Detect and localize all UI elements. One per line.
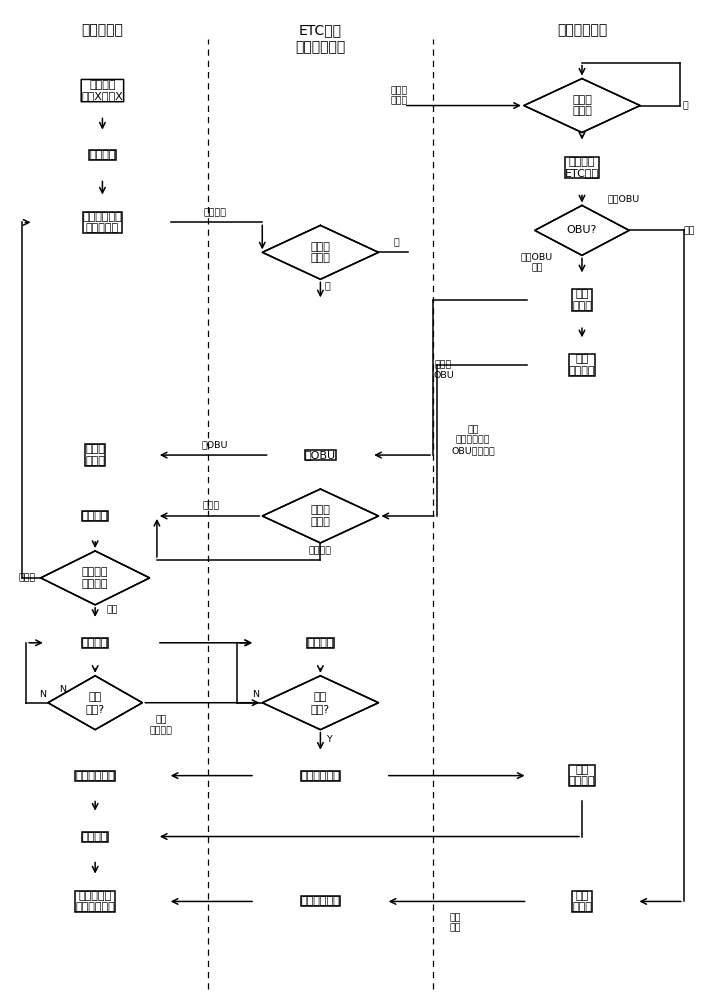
Polygon shape [41,551,150,605]
Text: 提醒用户插卡: 提醒用户插卡 [301,896,340,906]
Polygon shape [262,489,379,543]
Text: 显示
绿色车牌: 显示 绿色车牌 [569,765,596,786]
Text: 加油
完毕?: 加油 完毕? [86,692,105,714]
Text: 发送
收费金额: 发送 收费金额 [150,716,173,735]
Text: 车辆停在
车道X车位X: 车辆停在 车道X车位X [82,80,123,101]
Text: 判断牌照
是否正确: 判断牌照 是否正确 [82,567,108,589]
Text: 无OBU: 无OBU [305,450,336,460]
Polygon shape [535,205,629,255]
Text: 返回
无卡: 返回 无卡 [449,913,461,933]
Text: 显示
红色车牌: 显示 红色车牌 [569,354,596,376]
Text: 进行扣款: 进行扣款 [307,638,333,648]
Text: 一致: 一致 [106,605,117,614]
Text: 生成交易记录: 生成交易记录 [301,771,340,781]
Text: 生成交易记录: 生成交易记录 [75,771,115,781]
Text: 车牌是
否一致: 车牌是 否一致 [310,505,331,527]
Text: 无卡: 无卡 [684,226,695,235]
Polygon shape [262,225,379,279]
Text: 显示
未识别: 显示 未识别 [572,289,592,311]
Text: 允许加油: 允许加油 [82,511,108,521]
Text: 返回车牌: 返回车牌 [309,546,332,555]
Text: 在对应键盘上
输入预约码: 在对应键盘上 输入预约码 [82,212,122,233]
Text: 发送触
发信号: 发送触 发信号 [390,86,408,105]
Text: ETC客户
综合服务平台: ETC客户 综合服务平台 [296,24,346,54]
Polygon shape [48,676,143,730]
Text: 传送
卡内明文车牌
OBU密文车牌: 传送 卡内明文车牌 OBU密文车牌 [451,425,495,455]
Text: 其它方
式收费: 其它方 式收费 [85,444,105,466]
Text: 是: 是 [324,283,330,292]
Text: 加油站系统: 加油站系统 [82,24,123,38]
Text: 是否收
到信号: 是否收 到信号 [572,95,592,116]
Polygon shape [524,79,640,133]
Text: 开始加油: 开始加油 [82,638,108,648]
Text: 无: 无 [682,101,688,110]
Text: N: N [59,685,66,694]
Text: 不一致: 不一致 [203,501,220,510]
Text: Y: Y [326,735,332,744]
Text: 触发对应
ETC天线: 触发对应 ETC天线 [565,157,599,178]
Text: 查找OBU: 查找OBU [607,194,640,203]
Text: 加油结束: 加油结束 [82,832,108,842]
Text: 无: 无 [394,238,400,247]
Text: 天线控制系统: 天线控制系统 [557,24,607,38]
Text: N: N [39,690,46,699]
Text: 显示
请插卡: 显示 请插卡 [572,891,592,912]
Text: 无OBU: 无OBU [202,440,229,449]
Text: 未找到
OBU: 未找到 OBU [433,360,454,380]
Text: 不一致: 不一致 [18,573,36,582]
Text: 选择枪号: 选择枪号 [89,150,116,160]
Text: 发送订单: 发送订单 [204,208,226,217]
Polygon shape [262,676,379,730]
Text: OBU?: OBU? [567,225,597,235]
Text: N: N [252,690,258,699]
Text: 取消预约码
提醒用户插卡: 取消预约码 提醒用户插卡 [75,891,115,912]
Text: 扣款
成功?: 扣款 成功? [311,692,330,714]
Text: 是否收
到订单: 是否收 到订单 [310,242,331,263]
Text: 找到OBU
和卡: 找到OBU 和卡 [521,253,553,272]
